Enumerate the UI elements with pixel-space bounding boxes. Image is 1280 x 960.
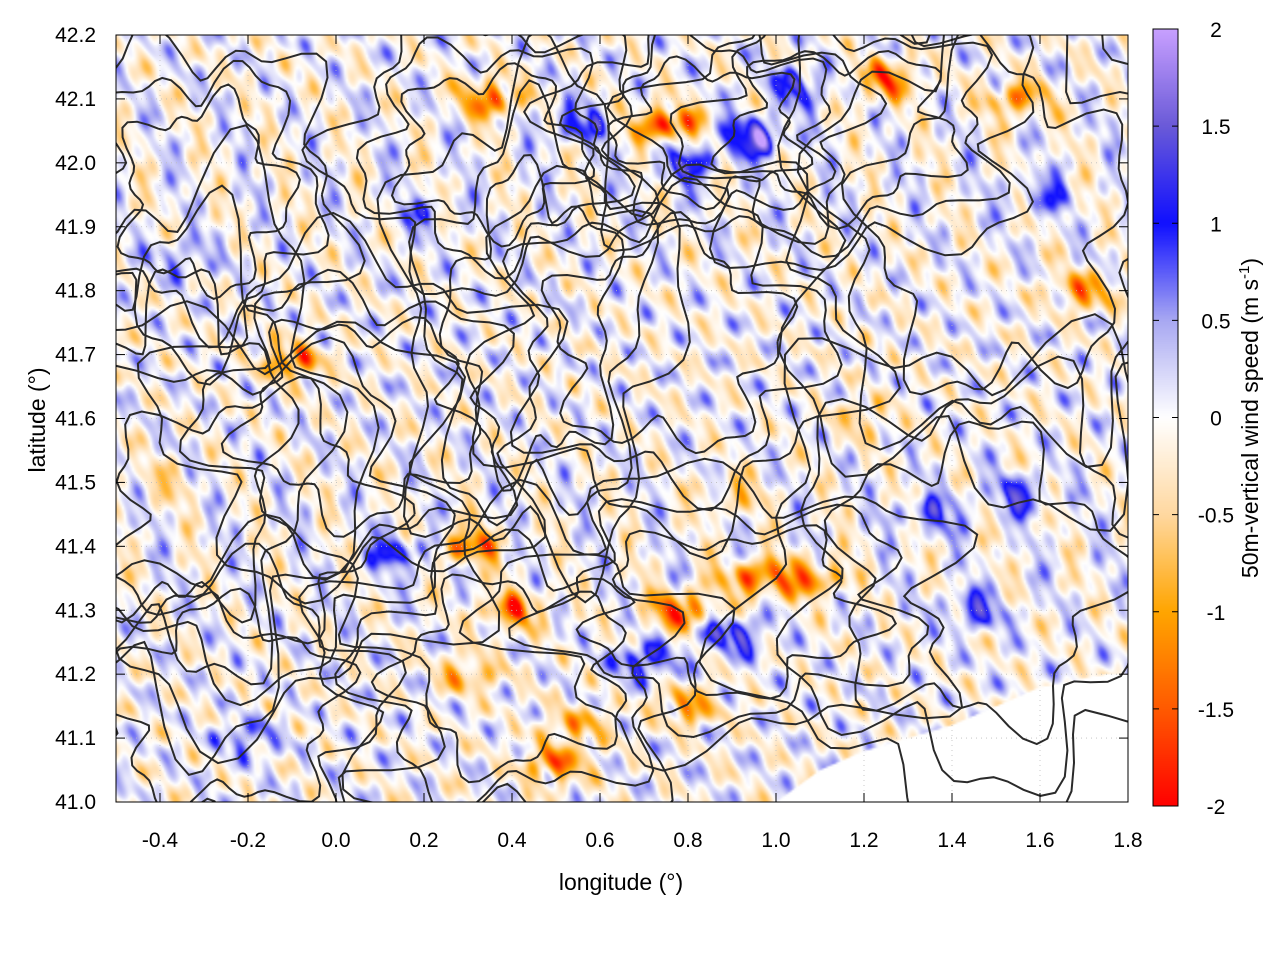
terrain-contour-line [116,375,416,645]
terrain-contour-line [116,184,349,686]
y-tick-label: 41.3 [55,599,96,622]
colorbar-tick-label: 1 [1210,213,1222,236]
y-tick-label: 42.1 [55,88,96,111]
x-tick-label: -0.4 [142,829,179,852]
x-tick-label: -0.2 [230,829,266,852]
colorbar-tick-label: -1.5 [1198,699,1234,722]
terrain-contour-line [558,35,837,226]
x-tick-label: 1.4 [937,829,967,852]
terrain-contour-line [116,83,301,300]
terrain-contour-line [370,573,628,784]
terrain-contour-line [116,542,407,802]
terrain-contour-line [355,36,636,280]
terrain-contour-line [607,55,814,211]
terrain-contour-line [116,336,456,707]
y-tick-label: 41.1 [55,727,96,750]
terrain-contour-line [178,268,519,581]
terrain-contour-line [116,35,366,386]
terrain-contour-line [464,160,901,560]
x-tick-label: 0.4 [497,829,527,852]
y-tick-label: 41.8 [55,280,96,303]
y-tick-label: 41.5 [55,471,96,494]
x-axis-label: longitude (°) [559,869,683,895]
terrain-contours [116,35,1128,802]
colorbar-tick-label: -2 [1207,796,1226,819]
x-tick-label: 0.0 [321,829,350,852]
terrain-contour-line [298,478,736,802]
colorbar-label-exponent: -1 [1236,266,1253,279]
x-tick-label: 1.6 [1025,829,1054,852]
terrain-contour-line [796,35,1128,468]
y-axis-label: latitude (°) [24,367,50,472]
colorbar-tick-label: -0.5 [1198,505,1234,528]
y-tick-label: 41.4 [55,535,96,558]
terrain-contour-line [116,300,501,765]
x-tick-label: 0.6 [585,829,614,852]
y-tick-label: 41.7 [55,344,96,367]
y-axis-ticks: 41.0 41.1 41.2 41.3 41.4 41.5 41.6 41.7 41.8 41.9… [55,24,1128,814]
x-tick-label: 0.8 [673,829,702,852]
terrain-contour-line [458,457,979,772]
colorbar-tick-label: 0.5 [1201,310,1230,333]
x-tick-label: 0.2 [409,829,438,852]
colorbar-tick-label: 0 [1210,408,1222,431]
terrain-contour-line [710,49,969,231]
terrain-contour-line [606,35,1035,272]
terrain-contour-line [502,176,843,512]
colorbar-label-text: 50m-vertical wind speed (m s [1237,279,1263,578]
x-tick-label: 1.2 [849,829,878,852]
colorbar-label-close: ) [1237,258,1263,266]
terrain-contour-line [301,35,661,297]
y-tick-label: 41.2 [55,663,96,686]
y-tick-label: 41.9 [55,216,96,239]
terrain-contour-line [334,528,686,802]
x-tick-label: 1.8 [1113,829,1142,852]
terrain-contour-line [540,211,799,455]
terrain-contour-line [116,59,330,349]
terrain-contour-line [136,211,569,605]
terrain-contour-line [669,35,1011,259]
terrain-contour-line [823,420,1128,746]
terrain-contour-line [116,513,446,802]
terrain-contour-line [575,524,898,700]
terrain-contour-line [408,79,659,527]
y-tick-label: 41.0 [55,791,96,814]
x-tick-label: 1.0 [761,829,790,852]
terrain-contour-line [698,313,1128,802]
colorbar-tick-label: 2 [1210,19,1222,42]
y-tick-label: 42.0 [55,152,96,175]
x-axis-ticks: -0.4 -0.2 0.0 0.2 0.4 0.6 0.8 1.0 1.2 1.4 1.6 1.8 [142,35,1143,852]
y-tick-label: 41.6 [55,408,96,431]
colorbar-label: 50m-vertical wind speed (m s-1) [1236,258,1263,578]
y-tick-label: 42.2 [55,24,96,47]
colorbar-tick-label: -1 [1207,602,1226,625]
terrain-contour-line [777,35,1128,532]
colorbar: 2 1.5 1 0.5 0 -0.5 -1 -1.5 -2 [1152,19,1234,819]
terrain-contour-line [390,62,596,248]
terrain-contour-line [116,587,362,802]
colorbar-ticks: 2 1.5 1 0.5 0 -0.5 -1 -1.5 -2 [1153,19,1234,819]
terrain-contour-line [438,153,625,492]
colorbar-tick-label: 1.5 [1201,116,1230,139]
terrain-contour-line [523,35,888,252]
terrain-contour-line [116,124,380,777]
